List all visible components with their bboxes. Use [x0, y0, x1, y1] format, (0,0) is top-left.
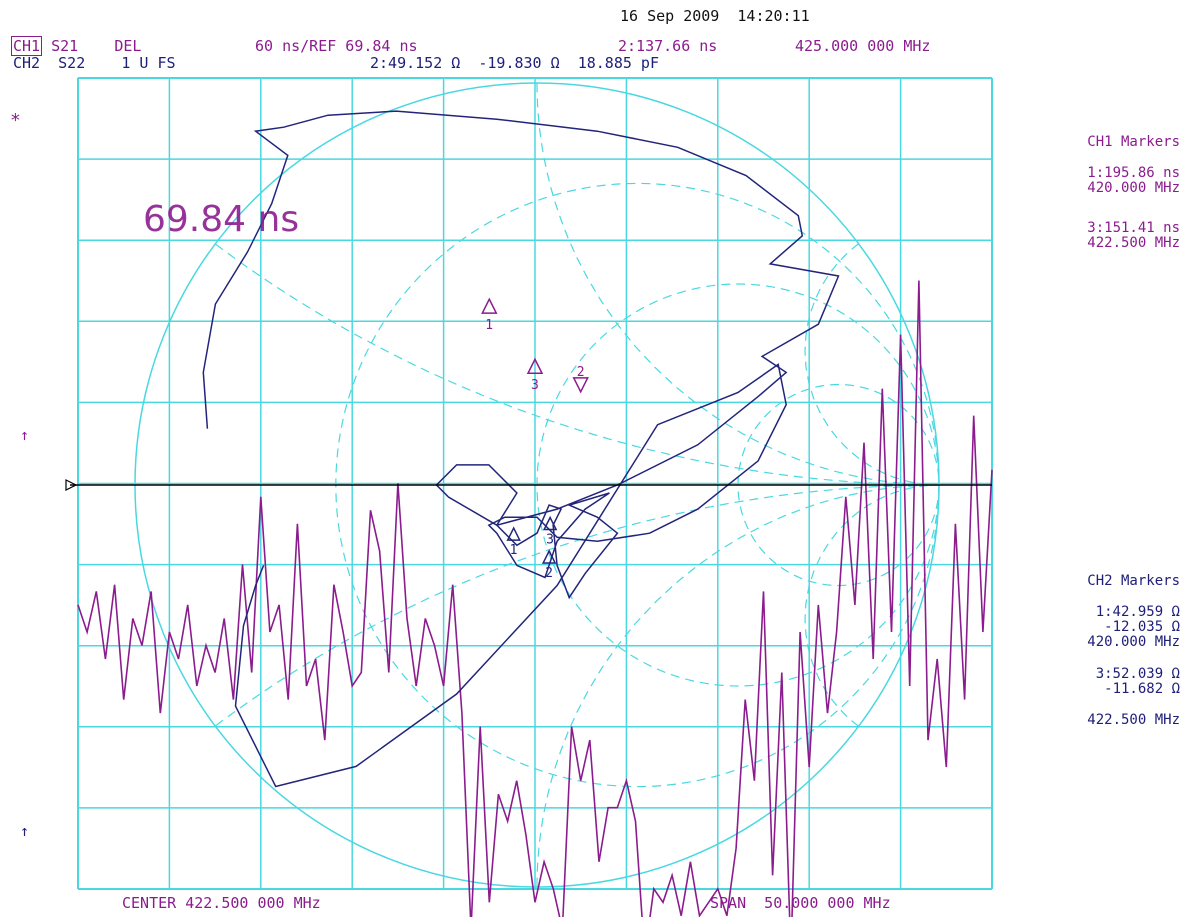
rect-grid — [77, 77, 993, 890]
ch2-readout-r: 2:49.152 Ω — [370, 54, 461, 72]
ch1-marker-1-icon — [481, 297, 498, 314]
span-frequency: SPAN 50.000 000 MHz — [710, 894, 891, 912]
reference-pointer-icon — [65, 479, 78, 491]
asterisk-indicator: * — [10, 110, 21, 131]
ch1-marker-2-label: 2 — [577, 365, 585, 380]
ch2-marker-3-label: 3 — [546, 533, 554, 548]
ch2-marker3-r: 3:52.039 Ω — [1095, 666, 1180, 682]
ch1-marker-3-label: 3 — [531, 378, 539, 393]
ch1-marker-3-icon — [526, 357, 544, 374]
ch2-layer — [202, 110, 840, 788]
ch2-marker-1-label: 1 — [510, 543, 518, 558]
ch2-marker-2-icon — [541, 549, 557, 564]
ch1-frequency: 425.000 000 MHz — [795, 37, 931, 55]
ch2-marker-2-label: 2 — [545, 566, 553, 581]
date-time: 16 Sep 2009 14:20:11 — [620, 7, 810, 25]
marker-layer: 1 2 3 1 2 3 — [481, 297, 589, 581]
ch1-marker3-value: 3:151.41 ns — [1087, 220, 1180, 236]
ch1-marker3-freq: 422.500 MHz — [1087, 235, 1180, 251]
ch1-layer — [77, 280, 993, 917]
ch2-markers-title: CH2 Markers — [1087, 573, 1180, 589]
ch2-marker-1-icon — [506, 526, 521, 541]
ch2-marker-readout: 2:49.152 Ω -19.830 Ω 18.885 pF — [370, 55, 659, 71]
bottom-arrow-icon: ↑ — [20, 822, 30, 840]
ch2-marker3-x: -11.682 Ω — [1104, 681, 1180, 697]
ch1-format: DEL — [114, 37, 142, 55]
ch2-readout-c: 18.885 pF — [577, 54, 659, 72]
ch2-marker3-freq: 422.500 MHz — [1087, 712, 1180, 728]
ch2-marker1-freq: 420.000 MHz — [1087, 634, 1180, 650]
ch2-label[interactable]: CH2 — [13, 54, 41, 72]
ref-arrow-icon: ↑ — [20, 426, 30, 444]
ch1-trace — [77, 280, 993, 917]
ch2-readout-x: -19.830 Ω — [478, 54, 560, 72]
center-frequency: CENTER 422.500 000 MHz — [122, 894, 321, 912]
ch1-marker1-value: 1:195.86 ns — [1087, 165, 1180, 181]
ch1-header: CH1 S21 DEL — [11, 36, 142, 56]
ch1-marker-2-icon — [572, 377, 589, 394]
ch1-label[interactable]: CH1 — [11, 36, 43, 56]
ch2-trace — [202, 110, 840, 788]
smith-x-arc-5 — [804, 484, 939, 727]
ch2-format: 1 U FS — [121, 54, 176, 72]
ch1-marker1-freq: 420.000 MHz — [1087, 180, 1180, 196]
ch2-marker1-r: 1:42.959 Ω — [1095, 604, 1180, 620]
ch2-marker1-x: -12.035 Ω — [1104, 619, 1180, 635]
ch1-param: S21 — [51, 37, 79, 55]
ch1-scale: 60 ns/REF 69.84 ns — [255, 37, 418, 55]
ch1-markers-title: CH1 Markers — [1087, 134, 1180, 150]
reference-layer — [65, 479, 992, 491]
ch2-param: S22 — [58, 54, 86, 72]
ch1-marker-1-label: 1 — [485, 318, 493, 333]
ref-value-display: 69.84 ns — [143, 199, 300, 240]
ch2-marker-3-icon — [542, 515, 558, 531]
ch2-header: CH2 S22 1 U FS — [13, 55, 176, 71]
smith-x-arc-2 — [804, 243, 939, 486]
ch1-marker-readout: 2:137.66 ns — [618, 37, 718, 55]
